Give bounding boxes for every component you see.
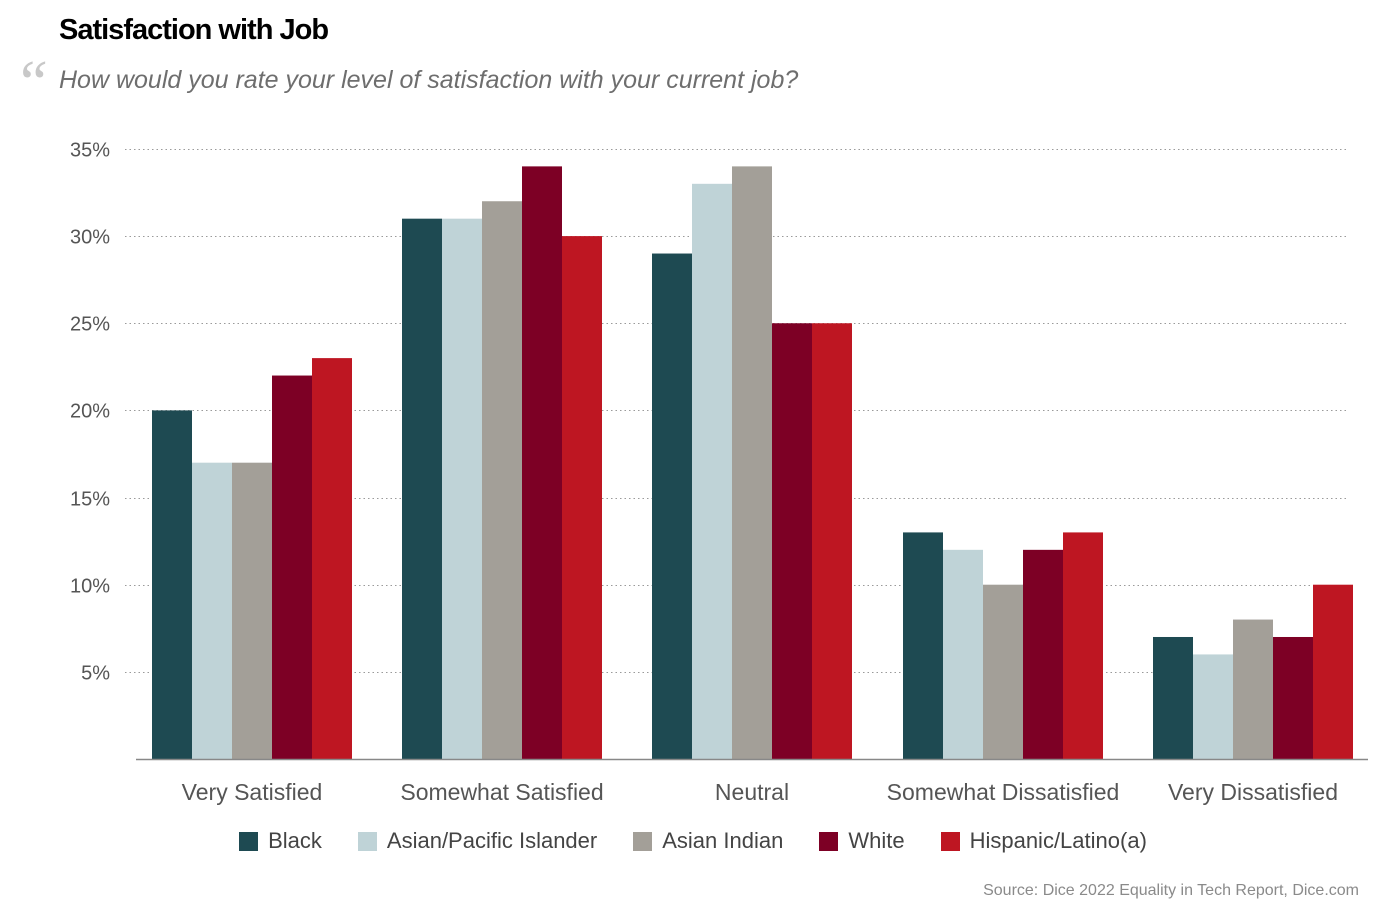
bar: [983, 584, 1023, 759]
legend-item: White: [819, 828, 905, 854]
bar: [232, 462, 272, 759]
legend-swatch: [357, 831, 377, 851]
legend-item: Asian Indian: [633, 828, 783, 854]
bar: [732, 166, 772, 759]
bar: [652, 253, 692, 759]
bar: [692, 183, 732, 759]
y-tick-label: 20%: [70, 401, 110, 423]
legend-item: Black: [239, 828, 322, 854]
quote-mark-icon: “: [14, 49, 49, 117]
y-tick-label: 35%: [70, 140, 110, 162]
x-category-label: Somewhat Dissatisfied: [887, 779, 1120, 805]
legend-label: Black: [268, 828, 322, 853]
source-note: Source: Dice 2022 Equality in Tech Repor…: [983, 882, 1359, 899]
legend-swatch: [633, 831, 653, 851]
bar: [1313, 584, 1353, 759]
bar: [272, 375, 312, 759]
y-tick-label: 30%: [70, 227, 110, 249]
bar: [1273, 636, 1313, 759]
y-tick-label: 10%: [70, 576, 110, 598]
bar: [312, 358, 352, 759]
bar: [152, 410, 192, 759]
bar: [522, 166, 562, 759]
x-category-label: Very Satisfied: [182, 779, 323, 805]
bar: [1153, 636, 1193, 759]
legend-item: Hispanic/Latino(a): [940, 828, 1147, 854]
legend-label: White: [848, 828, 905, 853]
bar: [1233, 619, 1273, 759]
legend-swatch: [239, 831, 259, 851]
bar: [1193, 654, 1233, 759]
bar: [1063, 532, 1103, 759]
chart-legend: Black Asian/Pacific Islander Asian Indian W…: [0, 828, 1386, 854]
bar: [482, 201, 522, 760]
chart-subtitle: How would you rate your level of satisfa…: [59, 66, 799, 94]
x-category-label: Somewhat Satisfied: [400, 779, 603, 805]
y-tick-label: 15%: [70, 489, 110, 511]
bar: [192, 462, 232, 759]
bar: [772, 323, 812, 759]
legend-label: Hispanic/Latino(a): [969, 828, 1147, 853]
bar: [402, 218, 442, 760]
chart-title: Satisfaction with Job: [59, 14, 329, 46]
bar: [442, 218, 482, 760]
legend-swatch: [940, 831, 960, 851]
y-tick-label: 25%: [70, 314, 110, 336]
legend-swatch: [819, 831, 839, 851]
legend-label: Asian/Pacific Islander: [386, 828, 598, 853]
legend-item: Asian/Pacific Islander: [357, 828, 598, 854]
bar: [562, 236, 602, 760]
x-category-label: Very Dissatisfied: [1168, 779, 1338, 805]
bar: [943, 549, 983, 759]
bar: [812, 323, 852, 759]
bar: [903, 532, 943, 759]
legend-label: Asian Indian: [662, 828, 784, 853]
bar: [1023, 549, 1063, 759]
y-tick-label: 5%: [81, 663, 110, 685]
x-category-label: Neutral: [715, 779, 789, 805]
